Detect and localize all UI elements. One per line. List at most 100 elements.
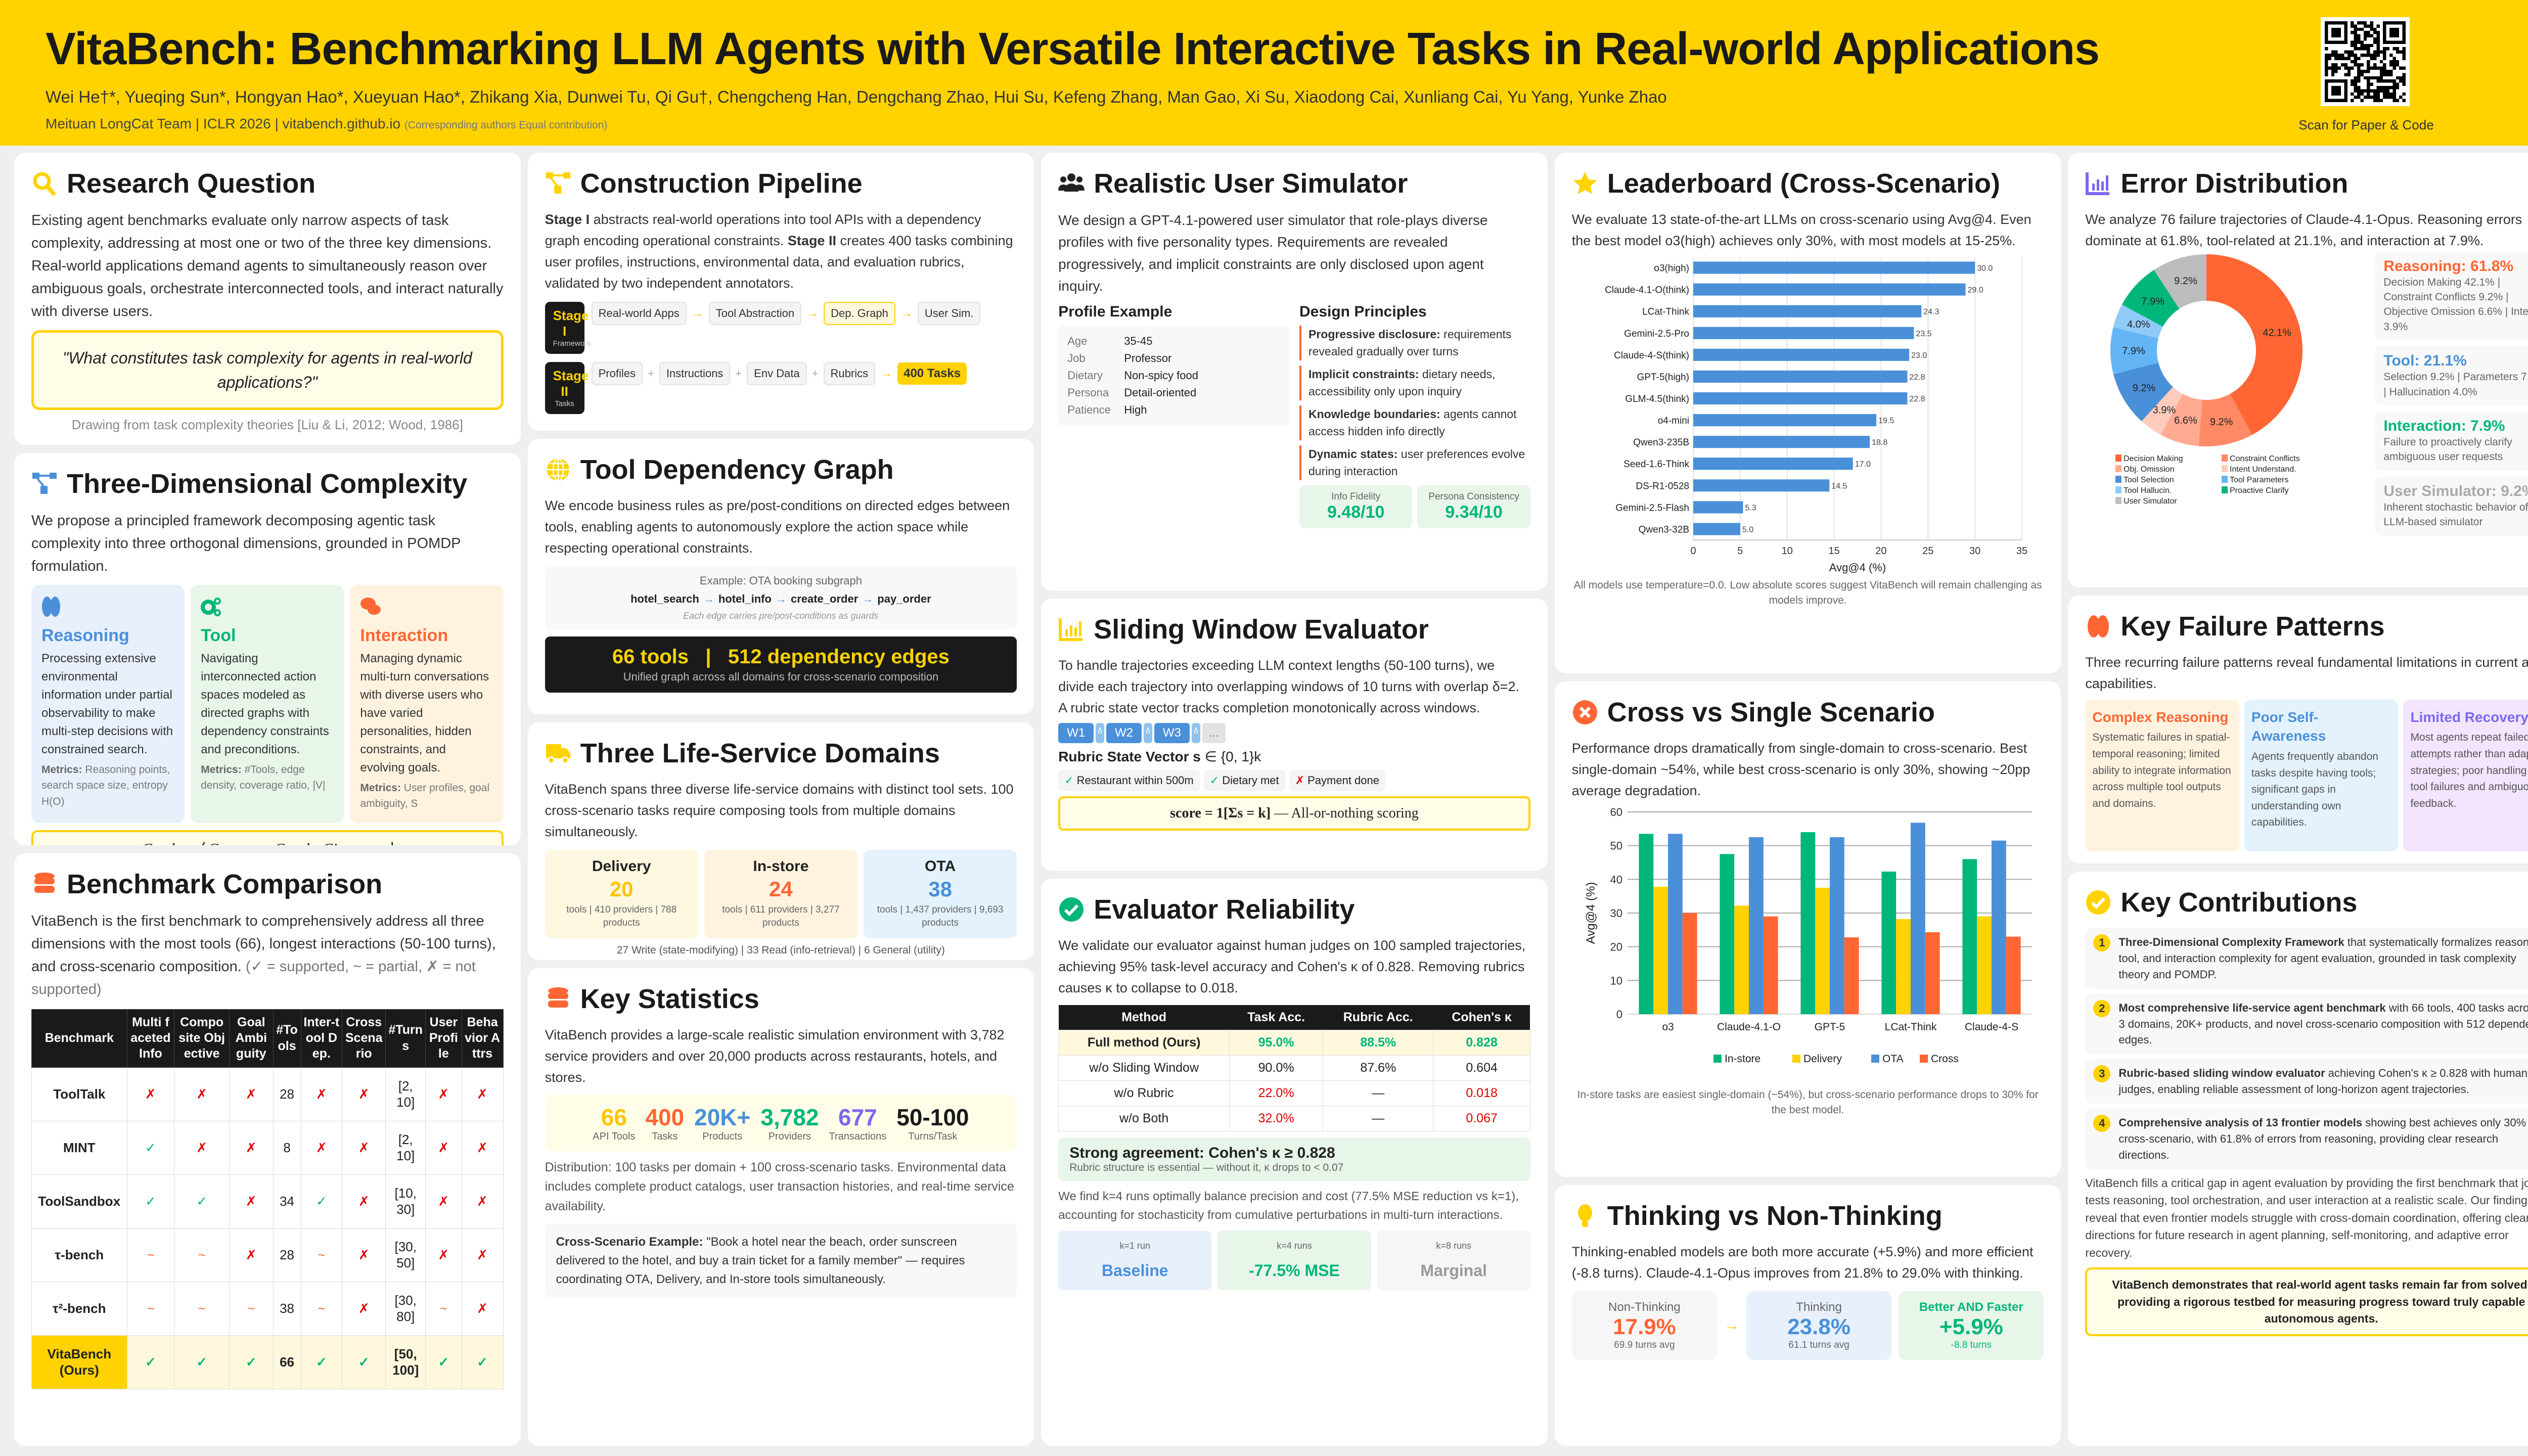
legend-label: Delivery <box>1803 1053 1842 1065</box>
principle-item: Knowledge boundaries: agents cannot acce… <box>1299 405 1530 440</box>
overlap-block: δ <box>1144 722 1152 743</box>
affiliation-text: Meituan LongCat Team | ICLR 2026 | vitab… <box>46 116 401 131</box>
qr-module <box>2363 54 2367 57</box>
qr-module <box>2354 47 2357 51</box>
benchmark-body-text: VitaBench is the first benchmark to comp… <box>31 913 496 975</box>
qr-module <box>2325 54 2328 57</box>
bar <box>1693 479 1830 492</box>
qr-module <box>2354 40 2357 44</box>
run-label: k=1 run <box>1119 1240 1151 1251</box>
table-cell: w/o Both <box>1058 1105 1230 1131</box>
y-tick-label: 40 <box>1610 873 1622 886</box>
section-title: Cross vs Single Scenario <box>1607 697 1935 727</box>
error-group: Interaction: 7.9% Failure to proactively … <box>2375 412 2528 471</box>
x-tick-label: 15 <box>1828 545 1839 557</box>
contribution-number: 3 <box>2093 1065 2111 1083</box>
domain-delivery: Delivery 20 tools | 410 providers | 788 pr… <box>545 849 698 938</box>
metric-value: 9.34/10 <box>1445 502 1503 522</box>
legend-swatch <box>2115 454 2122 462</box>
qr-module <box>2396 63 2400 67</box>
principles-title: Design Principles <box>1299 303 1427 320</box>
qr-module <box>2389 54 2393 57</box>
cross-scenario-chart: 0 10 20 30 40 50 60 Avg@4 (%) o3 Claude-4.1-O GPT-… <box>1584 806 2032 1065</box>
stat-item: 400 Tasks <box>645 1104 684 1143</box>
qr-module <box>2367 43 2370 48</box>
qr-module <box>2325 60 2328 64</box>
qr-module <box>2363 89 2367 93</box>
qr-module <box>2396 60 2400 64</box>
bar <box>1693 327 1914 339</box>
qr-module <box>2392 99 2396 102</box>
tool-node: create_order <box>790 592 859 605</box>
graph-highlight: 66 tools | 512 dependency edges Unified g… <box>545 636 1017 693</box>
domain-name: In-store <box>753 857 809 875</box>
check-icon: ✓ <box>196 1354 208 1370</box>
qr-module <box>2376 92 2380 96</box>
stat-item: 50-100 Turns/Task <box>896 1104 969 1143</box>
qr-module <box>2367 79 2370 83</box>
principle-item: Implicit constraints: dietary needs, acc… <box>1299 365 1530 400</box>
gain-stat: Better AND Faster +5.9% -8.8 turns <box>1899 1291 2044 1360</box>
rubric-item: ✓ Restaurant within 500m <box>1058 769 1200 791</box>
bar <box>1800 832 1815 1014</box>
domain-tool-count: 38 <box>928 877 952 901</box>
qr-module <box>2360 43 2364 48</box>
qr-module <box>2402 73 2406 76</box>
check-icon: ✓ <box>315 1354 327 1370</box>
stage1-row: Stage I Framework Real-world Apps → Tool A… <box>545 302 1017 354</box>
run-value: Marginal <box>1420 1261 1487 1280</box>
check-icon: ✓ <box>196 1193 208 1209</box>
y-tick-label: 60 <box>1610 806 1622 818</box>
benchmark-table: Benchmark Multi faceted Info Composite Obj… <box>31 1009 504 1389</box>
qr-module <box>2347 73 2351 76</box>
column-header: Goal Ambiguity <box>229 1009 274 1068</box>
table-cell: ✓ <box>300 1174 343 1228</box>
partial-icon: ~ <box>439 1300 447 1316</box>
cross-scenario-card: Cross vs Single Scenario Performance dro… <box>1554 681 2061 1177</box>
subgraph-example: Example: OTA booking subgraph hotel_sear… <box>545 566 1017 629</box>
table-cell: 66 <box>273 1335 301 1389</box>
qr-module <box>2331 70 2335 73</box>
qr-module <box>2386 92 2389 96</box>
section-title: Tool Dependency Graph <box>580 454 894 485</box>
table-cell: 0.018 <box>1433 1080 1530 1106</box>
metric-label: Persona Consistency <box>1428 491 1519 502</box>
y-tick-label: DS-R1-0528 <box>1636 481 1689 491</box>
table-cell: ✓ <box>126 1120 175 1175</box>
qr-module <box>2392 63 2396 67</box>
qr-module <box>2392 89 2396 93</box>
partial-icon: ~ <box>198 1300 206 1316</box>
stat-sub: 69.9 turns avg <box>1614 1339 1675 1350</box>
qr-module <box>2344 66 2348 70</box>
cross-icon: ✗ <box>358 1247 370 1262</box>
run-k8: k=8 runs Marginal <box>1377 1230 1530 1290</box>
qr-module <box>2360 89 2364 93</box>
bar <box>1815 887 1830 1014</box>
table-cell: [30, 50] <box>385 1227 426 1282</box>
pipeline-card: Construction Pipeline Stage I abstracts … <box>527 153 1034 431</box>
qr-module <box>2379 99 2383 102</box>
x-tick-label: Claude-4.1-O <box>1717 1021 1781 1033</box>
example-note: Each edge carries pre/post-conditions as… <box>683 610 879 621</box>
qr-module <box>2354 89 2357 93</box>
table-cell: ✗ <box>425 1227 462 1282</box>
qr-module <box>2373 37 2377 41</box>
bar <box>1962 858 1977 1014</box>
qr-module <box>2363 37 2367 41</box>
qr-code[interactable] <box>2321 17 2410 106</box>
stat-item: 677 Transactions <box>829 1104 887 1143</box>
qr-module <box>2383 73 2386 76</box>
qr-module <box>2373 63 2377 67</box>
qr-module <box>2373 92 2377 96</box>
qr-module <box>2386 47 2389 51</box>
cross-icon: ✗ <box>315 1086 327 1102</box>
contributions-card: Key Contributions 1 Three-Dimensional Com… <box>2068 872 2528 1446</box>
run-label: k=4 runs <box>1277 1240 1312 1251</box>
qr-module <box>2363 76 2367 80</box>
qr-module <box>2376 40 2380 44</box>
non-thinking-stat: Non-Thinking 17.9% 69.9 turns avg <box>1571 1291 1717 1360</box>
x-tick-label: 10 <box>1781 545 1792 557</box>
y-tick-label: 30 <box>1610 907 1622 920</box>
qr-module <box>2367 63 2370 67</box>
domain-tool-count: 20 <box>609 877 634 901</box>
